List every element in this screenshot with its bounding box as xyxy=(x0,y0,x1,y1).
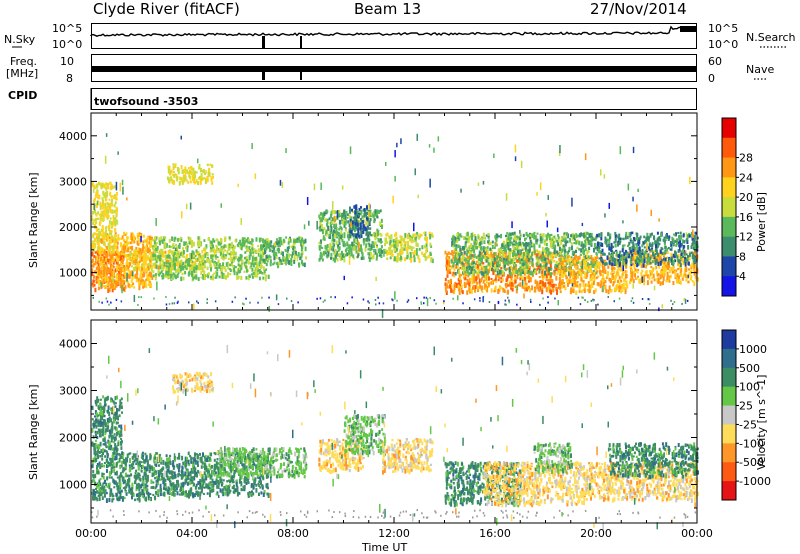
freq-label: Freq. xyxy=(10,55,38,68)
nsearch-tick-bottom: 10^0 xyxy=(708,38,739,51)
x-tick-label: 00:00 xyxy=(75,527,107,540)
velocity-colorbar-tick-label: -100 xyxy=(739,437,764,450)
nave-label: Nave xyxy=(746,63,775,76)
date-title: 27/Nov/2014 xyxy=(590,0,687,18)
power-colorbar-segment xyxy=(722,216,736,238)
power-colorbar-segment xyxy=(722,177,736,198)
x-tick-label: 20:00 xyxy=(580,527,612,540)
power-colorbar-segment xyxy=(722,157,736,178)
velocity-colorbar-tick-label: 100 xyxy=(739,381,760,394)
velocity-ytick-label: 3000 xyxy=(59,384,87,397)
power-colorbar-tick-label: 8 xyxy=(739,250,746,263)
freq-dropout xyxy=(300,72,302,80)
velocity-colorbar-segment xyxy=(722,424,736,444)
power-colorbar-segment xyxy=(722,256,736,277)
beam-title: Beam 13 xyxy=(354,0,422,18)
power-colorbar-tick-label: 28 xyxy=(739,152,753,165)
power-colorbar-tick-label: 4 xyxy=(739,270,746,283)
nsearch-label: N.Search xyxy=(746,31,796,44)
nsky-label: N.Sky xyxy=(4,33,36,46)
power-colorbar-segment xyxy=(722,137,736,159)
power-colorbar-tick-label: 12 xyxy=(739,231,753,244)
velocity-colorbar-tick-label: -500 xyxy=(739,456,764,469)
power-ytick-label: 1000 xyxy=(59,267,87,280)
power-colorbar-segment xyxy=(722,276,736,297)
x-tick-label: 16:00 xyxy=(479,527,511,540)
power-ytick-label: 3000 xyxy=(59,175,87,188)
x-tick-label: 12:00 xyxy=(378,527,410,540)
velocity-colorbar-segment xyxy=(722,367,736,388)
velocity-colorbar-frame xyxy=(721,329,737,501)
nsky-peak xyxy=(680,26,696,32)
freq-band xyxy=(91,66,697,72)
power-colorbar-segment xyxy=(722,118,736,139)
power-colorbar-tick-label: 20 xyxy=(739,191,753,204)
velocity-ytick-label: 1000 xyxy=(59,478,87,491)
velocity-colorbar-tick-label: 500 xyxy=(739,362,760,375)
freq-tick-bottom: 8 xyxy=(66,72,73,85)
nsky-tick-top: 10^5 xyxy=(52,22,83,35)
velocity-colorbar-segment xyxy=(722,481,736,501)
nave-tick-bottom: 0 xyxy=(708,72,715,85)
velocity-colorbar-segment xyxy=(722,443,736,463)
velocity-colorbar-tick-label: -1000 xyxy=(739,475,771,488)
power-colorbar-segment xyxy=(722,236,736,257)
velocity-colorbar-tick-label: 25 xyxy=(739,400,753,413)
x-tick-label: 08:00 xyxy=(277,527,309,540)
x-tick-label: 04:00 xyxy=(176,527,208,540)
nsky-dropout xyxy=(300,36,302,48)
freq-dropout xyxy=(262,72,265,80)
velocity-colorbar-segment xyxy=(722,348,736,369)
velocity-colorbar-tick-label: 1000 xyxy=(739,343,767,356)
velocity-colorbar-tick-label: -25 xyxy=(739,418,757,431)
x-axis-label: Time UT xyxy=(362,541,408,554)
velocity-data-cells xyxy=(91,344,699,531)
station-title: Clyde River (fitACF) xyxy=(93,0,240,18)
x-tick-label: 00:00 xyxy=(681,527,713,540)
power-colorbar-segment xyxy=(722,197,736,218)
velocity-colorbar-segment xyxy=(722,330,736,350)
nave-tick-top: 60 xyxy=(708,55,722,68)
nsky-trace xyxy=(90,25,698,37)
freq-tick-top: 10 xyxy=(60,55,74,68)
power-colorbar-frame xyxy=(721,117,737,297)
cpid-value: twofsound -3503 xyxy=(94,95,199,108)
power-colorbar-tick-label: 16 xyxy=(739,211,753,224)
power-ytick-label: 2000 xyxy=(59,221,87,234)
velocity-colorbar-segment xyxy=(722,462,736,482)
nsearch-tick-top: 10^5 xyxy=(708,22,739,35)
velocity-colorbar-segment xyxy=(722,405,736,425)
cpid-label: CPID xyxy=(8,89,38,102)
power-ytick-label: 4000 xyxy=(59,130,87,143)
nsky-dropout xyxy=(262,36,265,48)
velocity-colorbar-segment xyxy=(722,386,736,407)
nsky-tick-bottom: 10^0 xyxy=(52,38,83,51)
power-colorbar-tick-label: 24 xyxy=(739,171,753,184)
power-data-cells xyxy=(91,133,699,318)
freq-unit: [MHz] xyxy=(6,67,39,80)
velocity-ytick-label: 4000 xyxy=(59,337,87,350)
velocity-ytick-label: 2000 xyxy=(59,431,87,444)
